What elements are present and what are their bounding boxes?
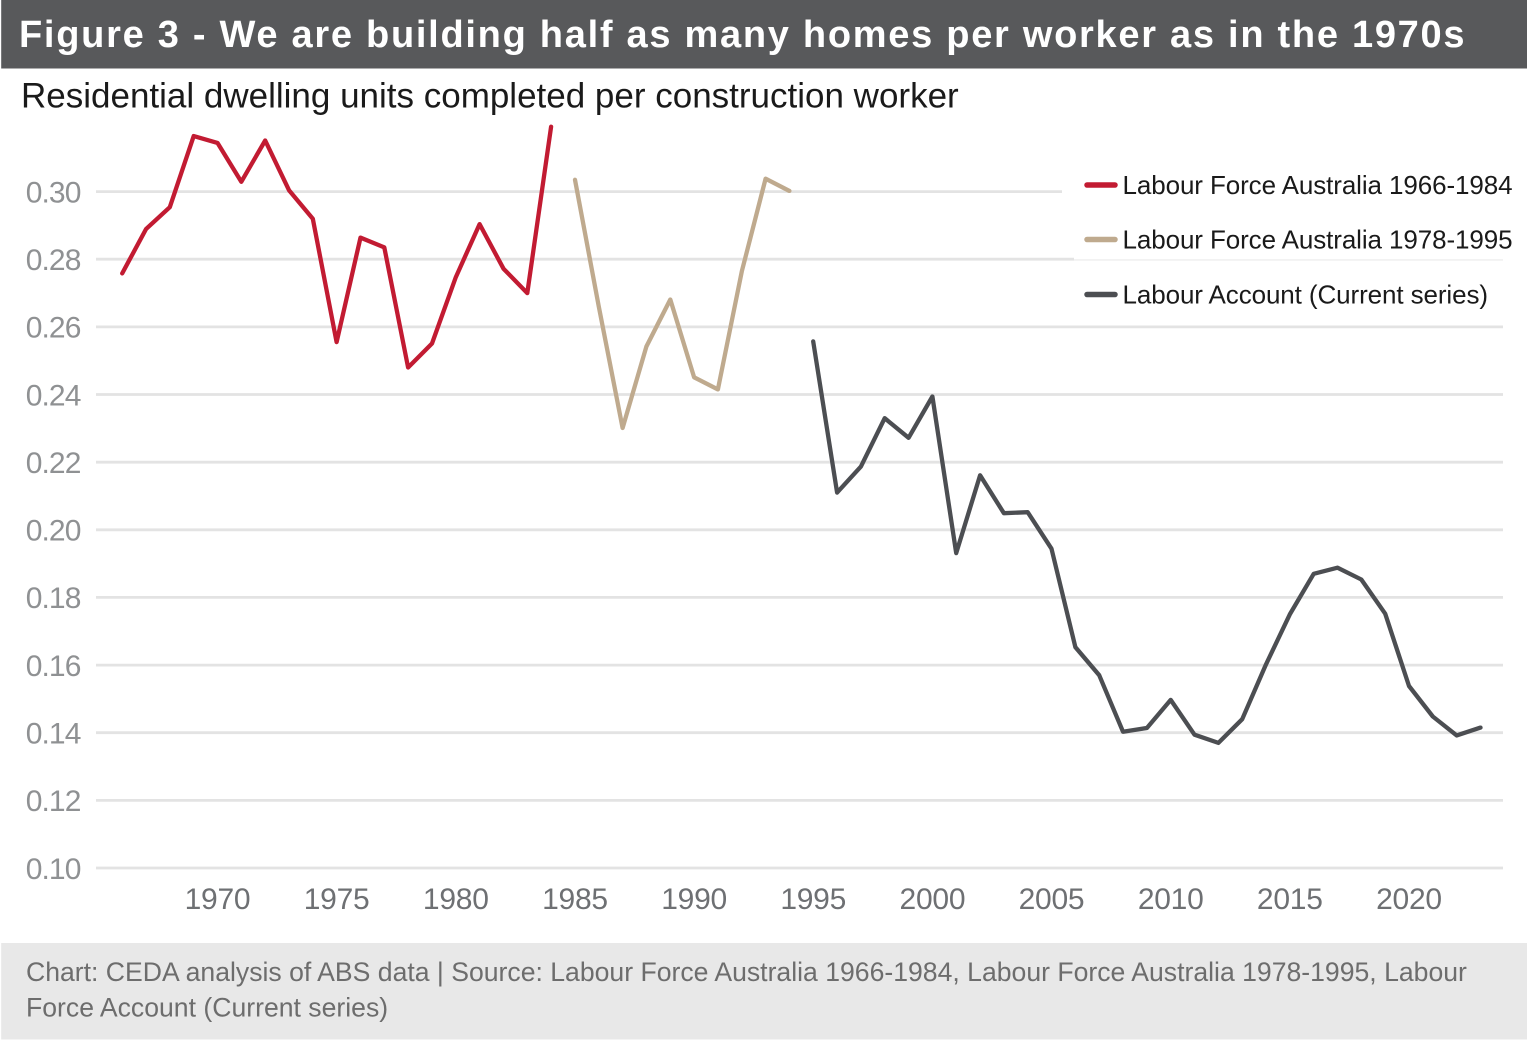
svg-text:2005: 2005 — [1019, 883, 1085, 916]
svg-text:0.18: 0.18 — [26, 582, 81, 615]
svg-text:2020: 2020 — [1376, 883, 1442, 916]
svg-text:0.30: 0.30 — [26, 176, 81, 209]
svg-text:2000: 2000 — [900, 883, 966, 916]
svg-text:Figure 3 - We are building hal: Figure 3 - We are building half as many … — [19, 14, 1466, 56]
svg-text:Labour Force Australia 1978-19: Labour Force Australia 1978-1995 — [1123, 225, 1513, 255]
svg-text:Chart: CEDA analysis of ABS da: Chart: CEDA analysis of ABS data | Sourc… — [26, 957, 1467, 987]
svg-text:0.22: 0.22 — [26, 447, 81, 480]
svg-text:0.16: 0.16 — [26, 650, 81, 683]
svg-text:0.20: 0.20 — [26, 515, 81, 548]
svg-text:0.14: 0.14 — [26, 718, 81, 751]
svg-text:Labour Account (Current series: Labour Account (Current series) — [1123, 280, 1488, 310]
svg-text:Residential dwelling units com: Residential dwelling units completed per… — [21, 77, 959, 116]
svg-text:1990: 1990 — [661, 883, 727, 916]
svg-text:1985: 1985 — [542, 883, 608, 916]
svg-text:1995: 1995 — [780, 883, 846, 916]
svg-text:2015: 2015 — [1257, 883, 1323, 916]
svg-text:0.26: 0.26 — [26, 312, 81, 345]
svg-text:Labour Force Australia 1966-19: Labour Force Australia 1966-1984 — [1123, 170, 1513, 200]
svg-text:0.24: 0.24 — [26, 379, 81, 412]
svg-text:0.10: 0.10 — [26, 853, 81, 886]
svg-text:0.12: 0.12 — [26, 785, 81, 818]
svg-text:0.28: 0.28 — [26, 244, 81, 277]
svg-text:2010: 2010 — [1138, 883, 1204, 916]
svg-text:1980: 1980 — [423, 883, 489, 916]
svg-text:Force Account (Current series): Force Account (Current series) — [26, 993, 388, 1023]
svg-text:1970: 1970 — [185, 883, 251, 916]
svg-text:1975: 1975 — [304, 883, 370, 916]
